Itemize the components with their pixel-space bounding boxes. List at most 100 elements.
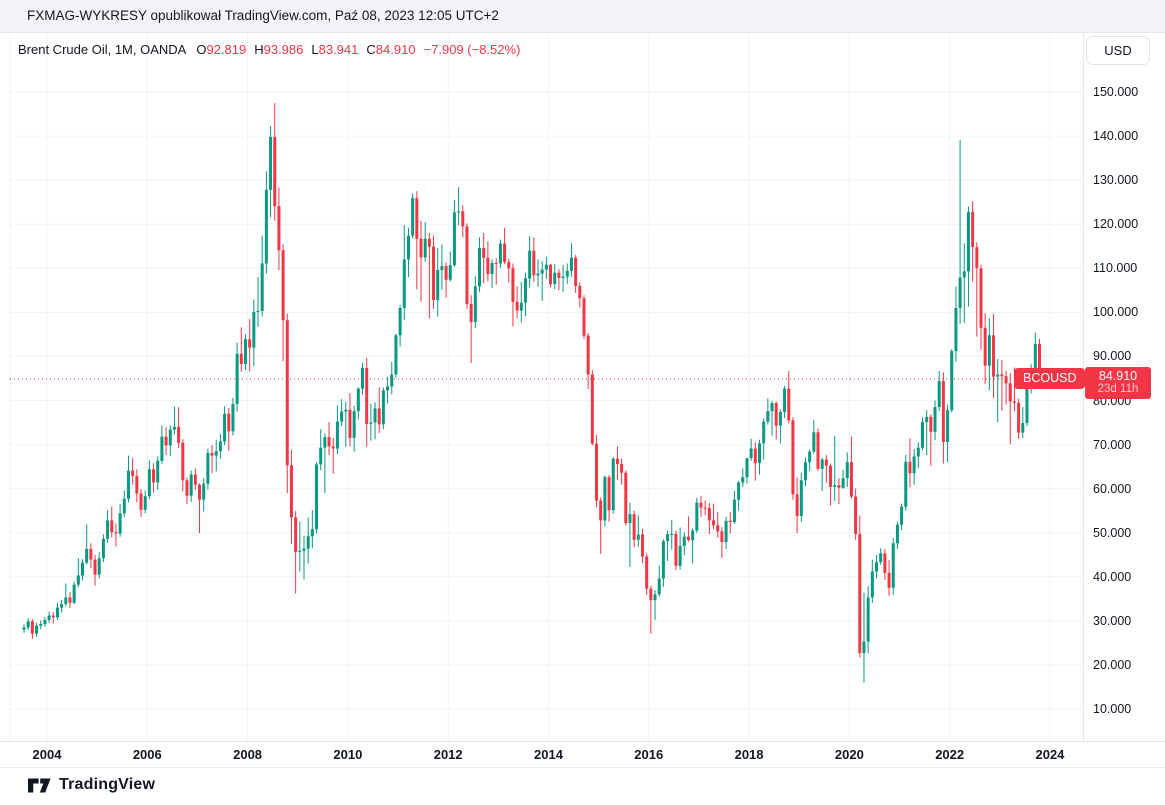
candle-body bbox=[126, 470, 130, 499]
price-tick-label: 140.000 bbox=[1093, 129, 1139, 144]
candle-body bbox=[185, 480, 189, 496]
price-tick-label: 90.000 bbox=[1093, 349, 1132, 364]
candle-body bbox=[47, 615, 51, 620]
candle-body bbox=[728, 520, 732, 523]
candle-body bbox=[461, 211, 465, 227]
candle-body bbox=[473, 286, 477, 323]
candle-body bbox=[1025, 375, 1029, 423]
currency-unit-button[interactable]: USD bbox=[1086, 36, 1150, 65]
candle-body bbox=[758, 443, 762, 464]
candle-body bbox=[741, 477, 745, 483]
candle-body bbox=[386, 386, 390, 391]
candle-body bbox=[511, 268, 515, 302]
candle-body bbox=[653, 594, 657, 601]
time-tick-label: 2024 bbox=[1035, 747, 1065, 762]
candle-body bbox=[390, 374, 394, 387]
candle-body bbox=[1021, 422, 1025, 433]
candle-body bbox=[269, 136, 273, 190]
candle-body bbox=[444, 266, 448, 280]
candle-body bbox=[118, 513, 122, 534]
candle-body bbox=[419, 238, 423, 258]
candle-body bbox=[812, 432, 816, 452]
candle-body bbox=[640, 534, 644, 557]
candle-body bbox=[469, 303, 473, 323]
ohlc-high: H93.986 bbox=[254, 42, 304, 57]
candle-body bbox=[891, 543, 895, 588]
candle-body bbox=[152, 469, 156, 483]
time-tick-label: 2008 bbox=[233, 747, 263, 762]
candle-body bbox=[306, 536, 310, 549]
candle-body bbox=[561, 276, 565, 278]
candle-body bbox=[340, 411, 344, 422]
candle-body bbox=[791, 420, 795, 495]
candle-body bbox=[879, 553, 883, 563]
candle-body bbox=[381, 390, 385, 425]
candle-body bbox=[966, 211, 970, 272]
candle-body bbox=[941, 381, 945, 442]
candle-body bbox=[783, 388, 787, 412]
candle-body bbox=[920, 422, 924, 448]
symbol-title[interactable]: Brent Crude Oil, 1M, OANDA bbox=[18, 42, 187, 57]
candle-body bbox=[507, 262, 511, 269]
candle-body bbox=[369, 422, 373, 424]
price-tick-label: 150.000 bbox=[1093, 85, 1139, 99]
tradingview-logo-link[interactable]: TradingView bbox=[28, 776, 155, 794]
candle-body bbox=[298, 550, 302, 553]
candle-body bbox=[971, 211, 975, 248]
candle-body bbox=[599, 500, 603, 521]
candle-body bbox=[348, 409, 352, 438]
candle-body bbox=[695, 502, 699, 531]
candle-body bbox=[273, 136, 277, 207]
candle-body bbox=[402, 259, 406, 308]
price-tick-label: 50.000 bbox=[1093, 525, 1132, 540]
ohlc-close: C84.910 bbox=[366, 42, 416, 57]
candle-body bbox=[168, 429, 172, 446]
candle-body bbox=[72, 584, 76, 603]
candle-body bbox=[762, 421, 766, 444]
candle-body bbox=[89, 549, 93, 560]
candle-body bbox=[252, 311, 256, 348]
candle-body bbox=[1000, 374, 1004, 377]
candle-body bbox=[820, 459, 824, 469]
candle-body bbox=[285, 320, 289, 466]
candle-body bbox=[352, 411, 356, 438]
candle-body bbox=[691, 530, 695, 541]
candle-body bbox=[515, 301, 519, 311]
candle-body bbox=[603, 477, 607, 521]
candle-body bbox=[933, 407, 937, 432]
candle-body bbox=[239, 353, 243, 364]
time-tick-label: 2018 bbox=[734, 747, 764, 762]
candle-body bbox=[958, 277, 962, 308]
attribution-bar: FXMAG-WYKRESY opublikował TradingView.co… bbox=[0, 0, 1165, 33]
candle-body bbox=[235, 353, 239, 405]
candle-body bbox=[870, 571, 874, 598]
candle-body bbox=[519, 302, 523, 311]
candle-body bbox=[281, 250, 285, 321]
candle-body bbox=[1008, 383, 1012, 402]
candle-body bbox=[745, 458, 749, 478]
candle-body bbox=[193, 474, 197, 485]
tradingview-icon bbox=[28, 778, 51, 792]
candle-body bbox=[778, 411, 782, 426]
candle-body bbox=[248, 339, 252, 348]
candle-body bbox=[866, 597, 870, 642]
candle-body bbox=[841, 478, 845, 488]
candle-body bbox=[35, 625, 39, 634]
candle-body bbox=[678, 545, 682, 566]
candle-body bbox=[289, 465, 293, 518]
candle-body bbox=[394, 335, 398, 375]
candle-body bbox=[674, 534, 678, 566]
candle-body bbox=[950, 351, 954, 411]
candle-body bbox=[26, 621, 30, 628]
candle-body bbox=[177, 426, 181, 443]
candle-body bbox=[60, 604, 64, 608]
candle-body bbox=[770, 403, 774, 412]
candle-body bbox=[1033, 344, 1037, 371]
candle-body bbox=[198, 484, 202, 500]
candle-body bbox=[360, 367, 364, 389]
time-tick-label: 2006 bbox=[132, 747, 162, 762]
time-tick-label: 2022 bbox=[935, 747, 965, 762]
candle-body bbox=[423, 238, 427, 258]
candle-body bbox=[837, 485, 841, 488]
